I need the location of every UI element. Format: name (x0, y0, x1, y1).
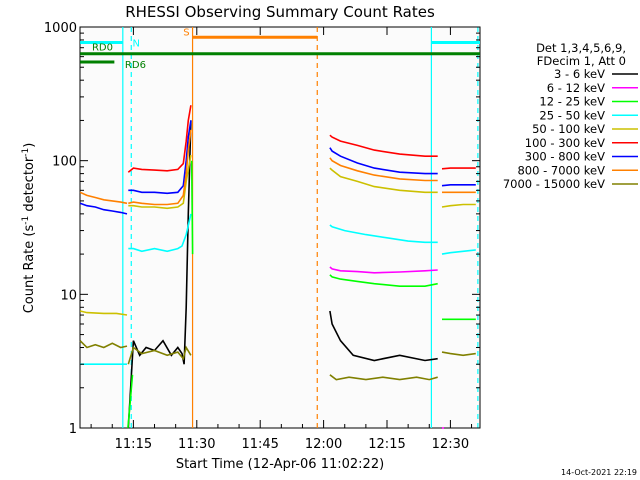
legend-label: 800 - 7000 keV (517, 163, 605, 177)
series-50-100-kev (441, 203, 476, 208)
series-300-800-kev (329, 147, 438, 175)
y-tick-label: 10 (60, 288, 77, 303)
y-axis-label: Count Rate (s-1 detector-1) (21, 143, 37, 314)
series-7000-15000-kev (79, 340, 128, 349)
series-100-300-kev (127, 105, 192, 173)
x-axis-label: Start Time (12-Apr-06 11:02:22) (176, 457, 384, 472)
series-300-800-kev (441, 184, 476, 187)
legend-label: 100 - 300 keV (525, 136, 605, 150)
chart-title: RHESSI Observing Summary Count Rates (125, 3, 435, 21)
series-7000-15000-kev (329, 374, 438, 381)
series-12-25-kev (190, 160, 194, 255)
series-6-12-kev (329, 266, 438, 274)
series-12-25-kev (329, 274, 438, 287)
series-3-6-kev (127, 120, 192, 429)
plot-frame (79, 26, 481, 429)
series-50-100-kev (128, 154, 192, 210)
series-100-300-kev (329, 134, 438, 157)
series-7000-15000-kev (127, 345, 192, 365)
x-tick-label: 11:30 (178, 437, 215, 452)
x-tick-label: 11:45 (241, 437, 278, 452)
y-tick-label: 100 (52, 155, 77, 170)
series-800-7000-kev (128, 129, 192, 206)
flag-label-rd0: RD0 (92, 43, 113, 54)
legend-label: 7000 - 15000 keV (503, 177, 605, 191)
legend-label: 50 - 100 keV (532, 122, 605, 136)
series-25-50-kev (441, 249, 476, 255)
flag-label-rd6: RD6 (125, 60, 146, 71)
legend-label: 300 - 800 keV (525, 150, 605, 164)
series-800-7000-kev (329, 157, 438, 182)
series-3-6-kev (329, 310, 438, 362)
series-12-25-kev (127, 374, 134, 429)
generation-timestamp: 14-Oct-2021 22:19 (561, 468, 637, 477)
legend-label: 3 - 6 keV (554, 67, 605, 81)
series-300-800-kev (79, 202, 128, 215)
axis-ticks: 11:15 11:30 11:45 12:00 12:15 12:30 1 10 100 1000 (44, 21, 480, 452)
series-25-50-kev (128, 213, 192, 253)
legend-label: 12 - 25 keV (539, 95, 605, 109)
legend-header-line: Det 1,3,4,5,6,9, (536, 41, 626, 55)
x-tick-label: 12:30 (432, 437, 469, 452)
series-lines (79, 105, 476, 429)
series-25-50-kev (329, 224, 438, 244)
series-100-300-kev (441, 167, 476, 170)
series-800-7000-kev (79, 191, 128, 205)
flag-label-n: N (133, 38, 140, 49)
series-7000-15000-kev (441, 351, 476, 357)
legend-label: 6 - 12 keV (547, 81, 605, 95)
flag-label-s: S (183, 27, 189, 38)
flag-bars: N RD0 RD6 S (80, 27, 480, 71)
x-tick-label: 12:15 (368, 437, 405, 452)
legend-header-line: FDecim 1, Att 0 (537, 54, 626, 68)
x-tick-label: 12:00 (305, 437, 342, 452)
legend: Det 1,3,4,5,6,9,FDecim 1, Att 03 - 6 keV… (503, 41, 638, 191)
x-tick-label: 11:15 (115, 437, 152, 452)
series-300-800-kev (128, 120, 192, 195)
y-tick-label: 1000 (44, 21, 77, 36)
legend-label: 25 - 50 keV (539, 108, 605, 122)
y-tick-label: 1 (69, 422, 77, 437)
series-50-100-kev (79, 310, 128, 316)
series-50-100-kev (329, 167, 438, 194)
